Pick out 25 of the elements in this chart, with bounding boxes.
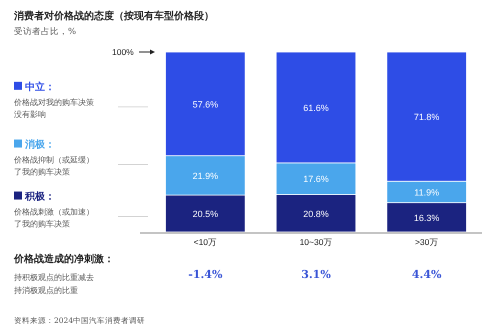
data-label: 71.8%	[414, 112, 440, 122]
x-tick-label: >30万	[414, 237, 438, 247]
text: -1.4%	[188, 268, 223, 281]
legend-item: 中立： 价格战对我的购车决策没有影响	[14, 82, 148, 119]
legend-item: 消极： 价格战抑制（或延缓）了我的购车决策	[14, 140, 148, 177]
text: 受访者占比，%	[14, 26, 76, 37]
data-label: 20.5%	[192, 209, 218, 220]
legend-label: 积极：	[24, 190, 55, 203]
legend-item: 积极： 价格战刺激（或加速）了我的购车决策	[14, 192, 148, 229]
data-label: 57.6%	[192, 99, 218, 110]
legend-label: 消极：	[24, 138, 55, 151]
text: 4.4%	[412, 268, 442, 281]
data-label: 17.6%	[303, 174, 329, 184]
data-label: 11.9%	[414, 187, 440, 198]
y-tick-label: 100%	[112, 47, 134, 57]
data-label: 20.8%	[303, 208, 329, 219]
x-tick-label: 10~30万	[300, 237, 332, 247]
data-label: 16.3%	[414, 212, 440, 223]
data-label: 61.6%	[303, 102, 329, 113]
text: 3.1%	[301, 268, 332, 281]
text: 持积极观点的比重减去持消极观点的比重	[14, 273, 94, 295]
data-label: 21.9%	[192, 170, 218, 181]
x-tick-label: <10万	[194, 237, 218, 247]
text: 价格战造成的净刺激：	[13, 253, 114, 265]
chart-title: 消费者对价格战的态度（按现有车型价格段）	[13, 10, 214, 22]
